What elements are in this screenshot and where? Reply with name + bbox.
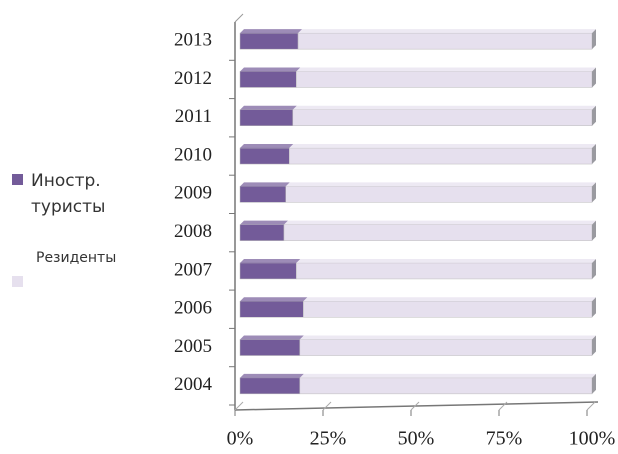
legend-swatch [12,276,23,287]
legend-swatch [12,174,23,185]
bar [239,32,299,50]
bar-top [284,220,596,225]
bar [285,186,593,203]
grid-line [586,401,596,411]
bar-top [296,67,596,72]
grid-line [322,401,332,411]
y-tick-label: 2008 [174,221,212,242]
bar-top [240,335,304,340]
bar [239,262,297,280]
bar [239,71,297,88]
bar [289,147,593,165]
bar-side [592,297,596,318]
y-tick-label: 2009 [174,183,212,204]
bar-top [240,144,294,149]
bar-top [292,105,596,110]
y-tick-label: 2004 [174,374,213,395]
bar [239,301,304,318]
grid-line [410,401,420,411]
bar-top [240,67,301,72]
bar [239,377,301,395]
y-tick-label: 2006 [174,298,212,319]
bar-side [592,105,596,126]
bar-top [240,297,308,302]
x-tick-label: 100% [569,428,616,450]
y-tick-label: 2005 [174,336,212,357]
grid-line [234,401,244,411]
bar-top [240,220,288,225]
bar-side [592,144,596,165]
x-tick-label: 50% [398,428,435,450]
bar-top [240,105,297,110]
bar-top [299,373,596,378]
y-tick-label: 2011 [175,106,212,127]
bar-top [240,373,304,378]
bar [303,301,593,318]
bar-top [285,182,596,187]
bar-side [592,335,596,356]
grid-line [498,401,508,411]
bar [239,224,285,241]
bar-side [592,67,596,88]
bar [239,109,294,126]
y-tick-label: 2012 [174,68,212,89]
bar [296,71,593,88]
axis-line [234,401,599,411]
legend-item: Резиденты [12,250,142,287]
bar-top [296,258,596,263]
legend-item: Иностр. туристы [12,168,132,220]
bar [239,186,287,203]
y-tick-label: 2010 [174,144,212,165]
bar-top [240,29,303,34]
bar-top [298,29,596,34]
bar [239,147,290,165]
x-tick-label: 0% [227,428,254,450]
legend-label: Резиденты [36,250,117,266]
bar-side [592,29,596,50]
bar [292,109,593,126]
bar-side [592,373,596,394]
bar-top [289,144,596,149]
x-tick-label: 75% [486,428,523,450]
bar [299,339,593,356]
y-tick-label: 2007 [174,259,212,280]
bar-top [303,297,596,302]
bar [296,262,593,280]
x-tick-label: 25% [310,428,347,450]
bar-top [240,182,290,187]
bar-side [592,220,596,241]
wall-line [234,13,244,23]
bar [297,32,593,50]
bar-top [240,258,301,263]
bar [239,339,301,356]
bar-side [592,182,596,203]
legend-label: Иностр. туристы [31,171,106,217]
bar [299,377,593,395]
y-tick-label: 2013 [174,30,212,51]
bar-side [592,258,596,279]
bar [283,224,593,241]
bar-top [299,335,596,340]
